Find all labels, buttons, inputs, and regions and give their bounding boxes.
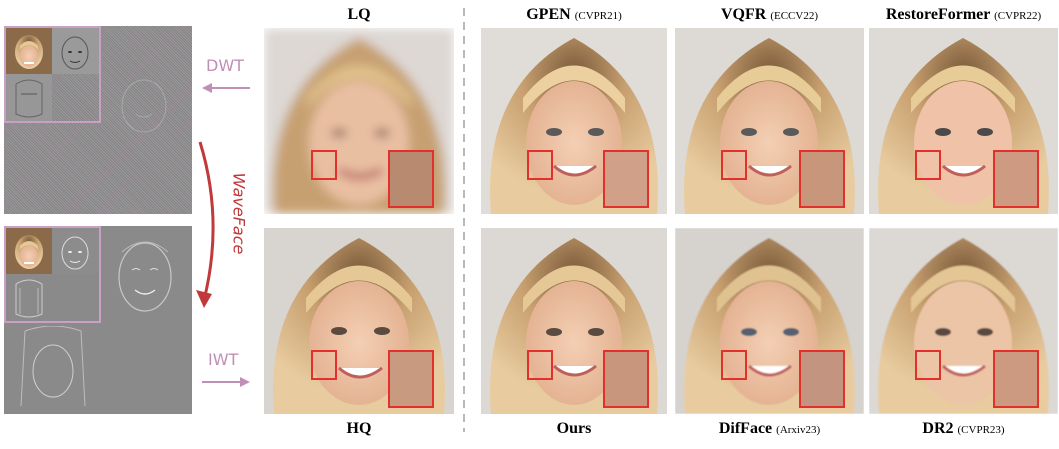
iwt-arrow-right-icon — [202, 377, 250, 387]
face-image-dr2 — [869, 228, 1058, 414]
waveface-label: WaveFace — [229, 172, 249, 255]
zoom-inset — [993, 350, 1039, 408]
zoom-inset — [603, 350, 649, 408]
face-image-lq — [264, 28, 454, 214]
dwt-label: DWT — [206, 56, 244, 75]
label-lq: LQ — [347, 6, 371, 23]
lh-subband-thumbnail — [6, 274, 52, 321]
label-gpen: GPEN (CVPR21) — [526, 6, 622, 23]
ll-subband-thumbnail — [6, 28, 52, 74]
face-image-ours — [481, 228, 667, 414]
zoom-source-box — [527, 150, 553, 180]
zoom-source-box — [311, 350, 337, 380]
hl-subband-thumbnail — [52, 228, 99, 274]
hh-subband-face-edges — [118, 241, 172, 312]
zoom-source-box — [721, 150, 747, 180]
zoom-source-box — [915, 350, 941, 380]
waveface-curved-arrow-icon — [196, 141, 215, 308]
zoom-inset — [603, 150, 649, 208]
face-image-gpen — [481, 28, 667, 214]
zoom-inset — [799, 350, 845, 408]
face-image-difface — [675, 228, 864, 414]
dashed-divider — [463, 8, 465, 432]
label-restoreformer: RestoreFormer (CVPR22) — [885, 6, 1042, 23]
lh-subband-thumbnail — [6, 74, 52, 121]
zoom-inset — [388, 350, 434, 408]
zoom-inset — [993, 150, 1039, 208]
zoom-inset — [388, 150, 434, 208]
zoom-source-box — [311, 150, 337, 180]
zoom-source-box — [527, 350, 553, 380]
vertical-detail-face-edges — [20, 326, 86, 407]
label-hq: HQ — [346, 420, 372, 437]
label-dr2: DR2 (CVPR23) — [922, 420, 1005, 437]
face-image-restoreformer — [869, 28, 1058, 214]
wavelet-subband-frame — [4, 226, 101, 323]
wavelet-lq-decomposition — [4, 26, 192, 214]
face-image-hq — [264, 228, 454, 414]
label-vqfr: VQFR (ECCV22) — [721, 6, 818, 23]
zoom-source-box — [721, 350, 747, 380]
dwt-arrow-left-icon — [202, 83, 250, 93]
hh-subband-ghost-face — [121, 79, 167, 133]
face-image-vqfr — [675, 28, 864, 214]
zoom-source-box — [915, 150, 941, 180]
ll-subband-thumbnail — [6, 228, 52, 274]
wavelet-subband-frame — [4, 26, 101, 123]
wavelet-hq-decomposition — [4, 226, 192, 414]
iwt-label: IWT — [208, 350, 239, 369]
hl-subband-thumbnail — [52, 28, 99, 74]
zoom-inset — [799, 150, 845, 208]
label-ours: Ours — [556, 420, 592, 437]
label-difface: DifFace (Arxiv23) — [718, 420, 821, 437]
